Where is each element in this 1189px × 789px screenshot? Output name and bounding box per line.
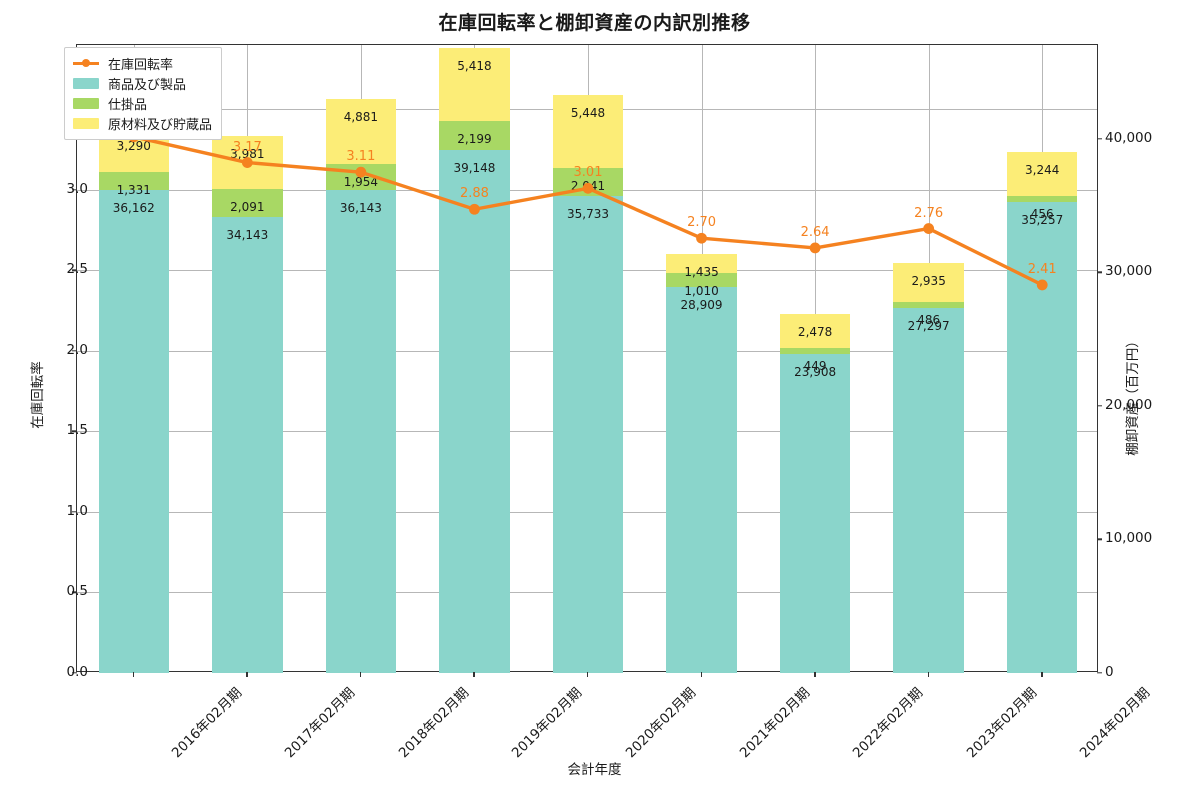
- turnover-data-point[interactable]: [809, 242, 821, 254]
- legend-label-turnover: 在庫回転率: [108, 57, 174, 73]
- bar-segment-merchandise[interactable]: [779, 353, 851, 673]
- bar-segment-wip[interactable]: [666, 273, 737, 287]
- x-axis-tick-label: 2020年02月期: [622, 684, 700, 762]
- bar-segment-wip[interactable]: [779, 347, 851, 354]
- bar-segment-merchandise[interactable]: [98, 189, 169, 673]
- right-axis-tick-label: 20,000: [1105, 396, 1153, 413]
- turnover-data-point[interactable]: [582, 182, 594, 194]
- left-axis-tickmark: [72, 672, 77, 674]
- color-swatch-icon: [73, 117, 99, 129]
- legend-label-wip: 仕掛品: [108, 97, 148, 113]
- plot-area: 36,162 1,331 3,290 34,143 2,091 3,981 36,143 1,…: [72, 44, 1102, 674]
- x-axis-tickmark: [132, 672, 135, 677]
- bar-segment-merchandise[interactable]: [439, 149, 510, 673]
- bar-segment-wip[interactable]: [1007, 195, 1078, 202]
- x-axis-tick-label: 2016年02月期: [168, 684, 245, 762]
- right-axis-tick-label: 10,000: [1105, 530, 1153, 547]
- right-axis-tickmark: [1097, 405, 1102, 407]
- x-axis-tickmark: [587, 672, 589, 677]
- turnover-data-point[interactable]: [696, 232, 707, 244]
- left-axis-tickmark: [72, 350, 77, 352]
- x-axis-tickmark: [473, 672, 475, 677]
- chart-title: 在庫回転率と棚卸資産の内訳別推移: [438, 12, 751, 34]
- left-axis-tick-label: 2.0: [66, 341, 88, 358]
- legend-item-wip[interactable]: 仕掛品: [73, 93, 212, 113]
- x-axis-tickmark: [1041, 672, 1043, 677]
- bar-segment-merchandise[interactable]: [893, 308, 964, 673]
- bar-segment-raw[interactable]: [552, 95, 624, 169]
- x-axis-tick-label: 2019年02月期: [509, 684, 586, 762]
- bar-segment-raw[interactable]: [893, 262, 964, 302]
- legend-label-raw: 原材料及び貯蔵品: [108, 117, 213, 133]
- bar-segment-wip[interactable]: [439, 120, 510, 150]
- x-axis-tickmark: [359, 672, 362, 677]
- color-swatch-icon: [73, 97, 99, 109]
- x-axis-tickmark: [246, 672, 248, 677]
- turnover-data-point[interactable]: [241, 157, 253, 168]
- right-axis-tick-label: 30,000: [1105, 263, 1153, 280]
- bar-segment-merchandise[interactable]: [212, 216, 283, 673]
- chart-legend[interactable]: 在庫回転率 商品及び製品 仕掛品 原材料及び貯蔵品: [64, 47, 223, 140]
- legend-item-turnover[interactable]: 在庫回転率: [73, 53, 212, 73]
- turnover-data-point[interactable]: [923, 223, 935, 234]
- left-axis-tickmark: [72, 189, 77, 191]
- turnover-data-point[interactable]: [469, 203, 480, 215]
- right-axis-tickmark: [1097, 137, 1102, 140]
- bar-segment-merchandise[interactable]: [666, 286, 737, 673]
- turnover-data-point[interactable]: [355, 166, 367, 178]
- left-axis-tick-label: 3.0: [66, 180, 88, 197]
- left-axis-tick-label: 0.0: [66, 664, 88, 680]
- line-marker-icon: [73, 57, 99, 69]
- left-axis-tickmark: [72, 430, 77, 433]
- x-axis-tick-label: 2024年02月期: [1077, 684, 1154, 762]
- left-axis-tick-label: 2.5: [66, 261, 88, 278]
- x-axis-tick-label: 2023年02月期: [963, 684, 1040, 762]
- color-swatch-icon: [73, 77, 99, 89]
- x-axis-tick-label: 2021年02月期: [736, 684, 813, 762]
- left-axis-tickmark: [72, 511, 77, 513]
- right-axis-tick-label: 40,000: [1105, 129, 1153, 146]
- bar-segment-raw[interactable]: [666, 254, 737, 274]
- bar-segment-raw[interactable]: [779, 314, 851, 348]
- right-axis-tick-label: 0: [1105, 664, 1114, 680]
- bar-segment-merchandise[interactable]: [325, 190, 397, 673]
- left-axis-tick-label: 0.5: [66, 583, 88, 600]
- left-axis-tickmark: [72, 269, 77, 272]
- legend-item-raw[interactable]: 原材料及び貯蔵品: [73, 113, 212, 133]
- bar-segment-raw[interactable]: [325, 98, 397, 164]
- bar-segment-raw[interactable]: [439, 48, 510, 121]
- x-axis-tick-label: 2018年02月期: [395, 684, 473, 762]
- right-axis-tickmark: [1097, 672, 1102, 674]
- left-axis-tick-label: 1.5: [66, 422, 88, 439]
- legend-label-merchandise: 商品及び製品: [108, 77, 187, 93]
- x-axis-tickmark: [927, 672, 930, 677]
- x-axis-tickmark: [814, 672, 816, 677]
- legend-item-merchandise[interactable]: 商品及び製品: [73, 73, 212, 93]
- bar-segment-wip[interactable]: [893, 301, 964, 309]
- x-axis-tickmark: [700, 672, 702, 677]
- bar-segment-wip[interactable]: [212, 188, 283, 217]
- bar-segment-merchandise[interactable]: [552, 195, 624, 673]
- turnover-data-point[interactable]: [1036, 279, 1048, 291]
- right-axis-tickmark: [1097, 538, 1102, 541]
- x-axis-tick-label: 2022年02月期: [849, 684, 927, 762]
- plot-inner: 36,162 1,331 3,290 34,143 2,091 3,981 36,143 1,…: [72, 45, 1102, 674]
- left-axis-title: 在庫回転率: [29, 360, 46, 429]
- left-axis-tickmark: [72, 591, 77, 594]
- left-axis-tick-label: 1.0: [66, 502, 88, 519]
- right-axis-title: 棚卸資産（百万円）: [1124, 333, 1141, 456]
- x-axis-title: 会計年度: [567, 762, 622, 778]
- right-axis-tickmark: [1097, 271, 1102, 273]
- bar-segment-wip[interactable]: [98, 172, 169, 190]
- x-axis-tick-label: 2017年02月期: [282, 684, 359, 762]
- bar-segment-raw[interactable]: [1007, 152, 1078, 196]
